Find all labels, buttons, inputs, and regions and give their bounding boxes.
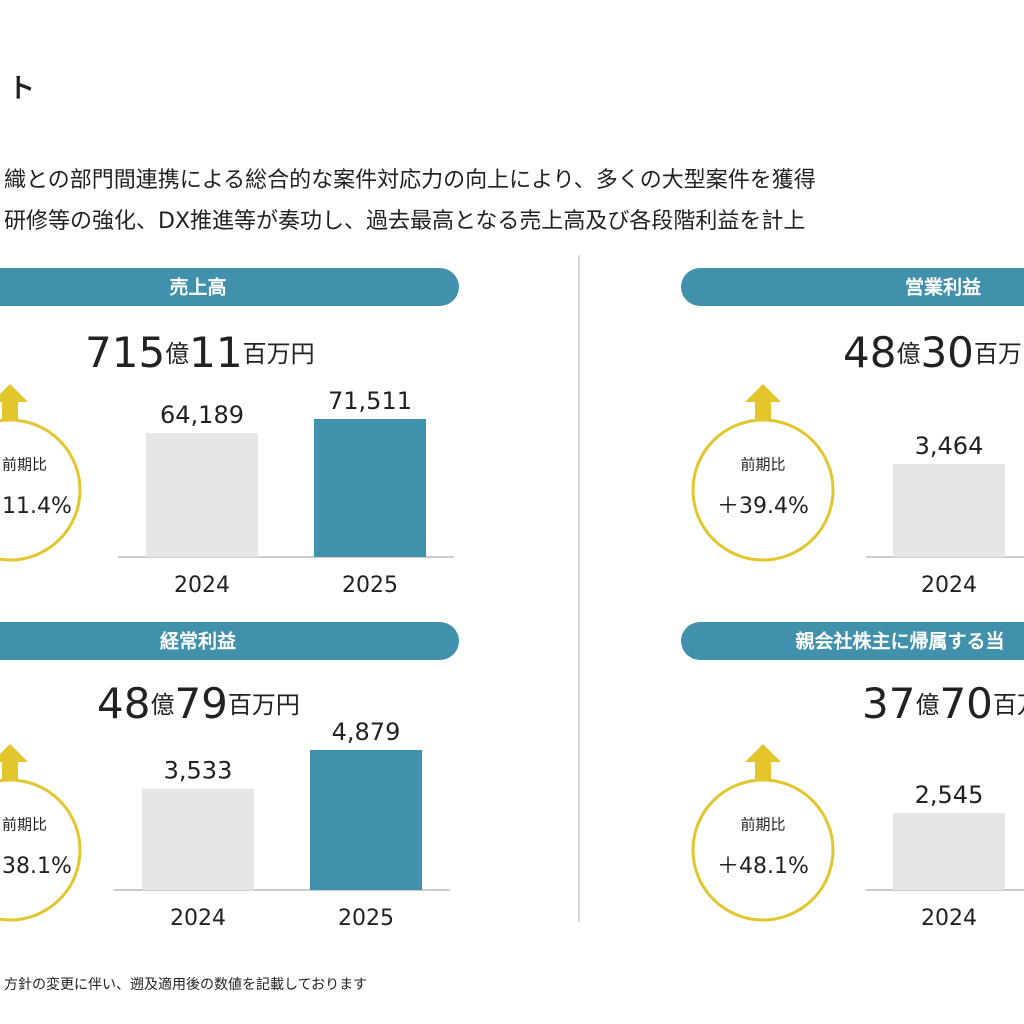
yoy-circle [691, 418, 835, 562]
total-number: 48 [97, 679, 150, 728]
total-unit: 億 [896, 340, 920, 368]
total-number: 70 [939, 679, 992, 728]
yoy-label: 前期比 [2, 456, 47, 474]
total-number: 48 [843, 328, 896, 377]
yoy-label: 前期比 [740, 816, 785, 834]
total-unit: 百万円 [974, 340, 1024, 368]
panel-header [0, 622, 459, 660]
x-label: 2024 [170, 906, 226, 931]
panel-title: 売上高 [169, 276, 226, 299]
yoy-value: ＋39.4% [717, 494, 809, 519]
total-number: 11 [189, 328, 242, 377]
total-unit: 億 [150, 691, 174, 719]
yoy-value: 38.1% [2, 854, 72, 879]
bar [142, 788, 254, 890]
bullet: 織との部門間連携による総合的な案件対応力の向上により、多くの大型案件を獲得 [4, 168, 816, 193]
total-number: 37 [862, 679, 915, 728]
panel-header [0, 268, 459, 306]
total: 48億79百万円 [97, 679, 300, 728]
value-label: 71,511 [328, 387, 412, 415]
slide-title: ト [8, 74, 35, 105]
panel-title: 親会社株主に帰属する当 [795, 630, 1004, 653]
value-label: 3,533 [164, 757, 233, 785]
yoy-circle [0, 778, 82, 922]
up-arrow [0, 744, 28, 780]
yoy-circle [0, 418, 82, 562]
x-label: 2024 [921, 906, 977, 931]
panel-title: 営業利益 [905, 276, 981, 299]
bar [893, 813, 1005, 890]
panel-header [681, 622, 1024, 660]
yoy-value: 11.4% [2, 494, 72, 519]
total-number: 30 [920, 328, 973, 377]
total-number: 715 [85, 328, 165, 377]
up-arrow [0, 384, 28, 420]
panel-title: 経常利益 [160, 630, 236, 653]
total-number: 79 [174, 679, 227, 728]
x-label: 2025 [338, 906, 394, 931]
value-label: 2,545 [915, 781, 984, 809]
total-unit: 百万円 [993, 691, 1024, 719]
value-label: 3,464 [915, 432, 984, 460]
total-unit: 百万円 [228, 691, 300, 719]
yoy-circle [691, 778, 835, 922]
total: 715億11百万円 [85, 328, 315, 377]
panel-header [681, 268, 1024, 306]
yoy-label: 前期比 [2, 816, 47, 834]
up-arrow [745, 744, 781, 780]
total: 37億70百万円 [862, 679, 1024, 728]
x-label: 2024 [174, 573, 230, 598]
x-label: 2025 [342, 573, 398, 598]
total: 48億30百万円 [843, 328, 1024, 377]
value-label: 4,879 [332, 718, 401, 746]
yoy-value: ＋48.1% [717, 854, 809, 879]
bar [893, 464, 1005, 557]
total-unit: 億 [915, 691, 939, 719]
total-unit: 百万円 [243, 340, 315, 368]
up-arrow [745, 384, 781, 420]
x-label: 2024 [921, 573, 977, 598]
footnote: 方針の変更に伴い、遡及適用後の数値を記載しております [4, 976, 367, 993]
yoy-label: 前期比 [740, 456, 785, 474]
bar [314, 419, 426, 557]
total-unit: 億 [165, 340, 189, 368]
bar [310, 750, 422, 890]
bar [146, 433, 258, 557]
value-label: 64,189 [160, 401, 244, 429]
bullet: 研修等の強化、DX推進等が奏功し、過去最高となる売上高及び各段階利益を計上 [4, 209, 805, 234]
